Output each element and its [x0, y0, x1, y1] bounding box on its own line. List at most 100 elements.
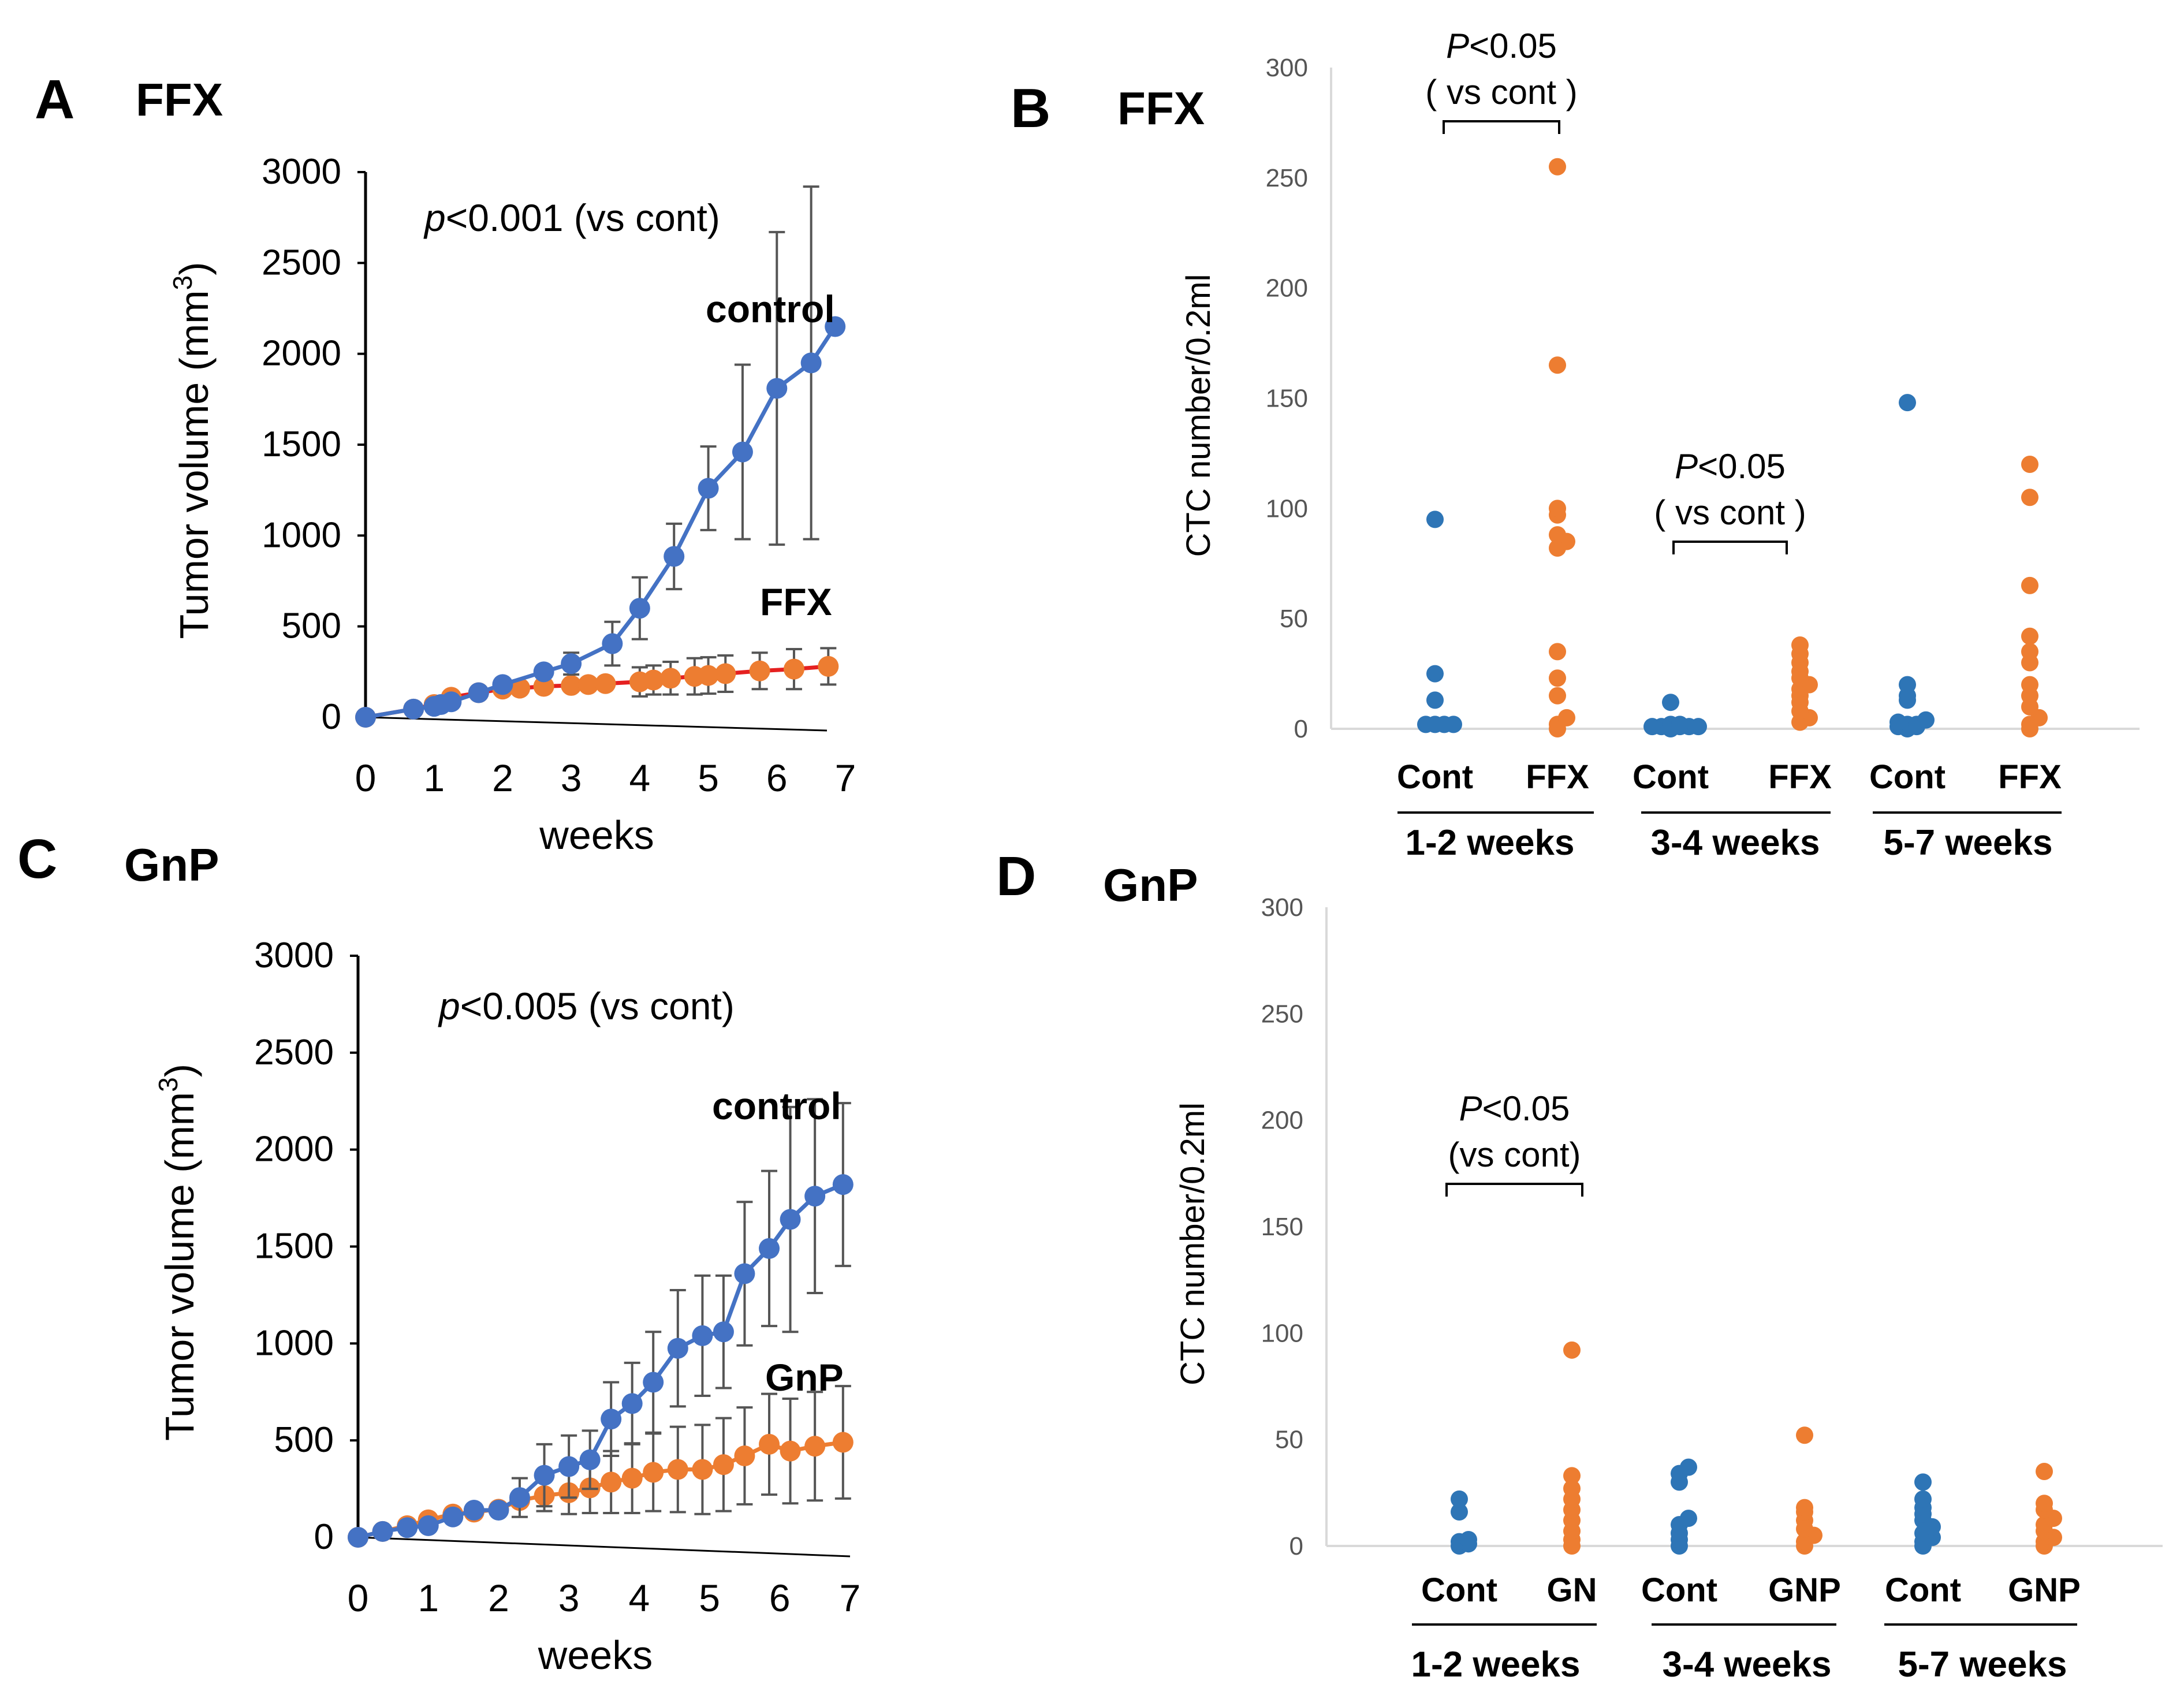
data-point	[488, 1500, 509, 1521]
data-point	[601, 1409, 622, 1430]
data-point	[1796, 1499, 1813, 1517]
x-tick-label: 5	[699, 1577, 720, 1619]
y-axis-label: CTC number/0.2ml	[1174, 1102, 1212, 1385]
data-point	[713, 1454, 734, 1476]
x-tick-label: 7	[840, 1577, 861, 1619]
data-point	[1549, 500, 1566, 517]
data-point	[1563, 1480, 1581, 1497]
series-label-control: control	[706, 288, 835, 330]
data-point	[749, 660, 770, 681]
point-group-3	[1796, 1426, 1823, 1555]
point-group-2	[1671, 1458, 1697, 1555]
data-point	[698, 665, 719, 686]
data-point	[1914, 1473, 1932, 1491]
y-axis-label: CTC number/0.2ml	[1180, 274, 1217, 557]
x-axis-label: weeks	[538, 1633, 653, 1678]
data-point	[355, 707, 376, 728]
y-axis-label-sup: 3	[153, 1077, 183, 1092]
x-tick-label: 6	[766, 757, 788, 799]
y-axis-label-main: Tumor volume (mm	[157, 1092, 202, 1441]
data-point	[783, 658, 804, 680]
series-line	[357, 1440, 844, 1540]
panel-letter: A	[35, 69, 74, 131]
series-label-GnP: GnP	[765, 1356, 844, 1399]
x-tick-label: 1	[418, 1577, 439, 1619]
data-point	[1549, 526, 1566, 544]
significance-sub: ( vs cont )	[1425, 73, 1577, 111]
data-point	[2021, 576, 2038, 594]
data-point	[2021, 676, 2038, 694]
series-control	[348, 1098, 854, 1548]
data-point	[804, 1436, 826, 1457]
data-point	[1563, 1341, 1581, 1359]
data-point	[780, 1209, 801, 1230]
data-point	[780, 1440, 801, 1462]
y-axis-label-close: )	[172, 262, 217, 275]
chart-A: A FFX 0 500 1000 1500 2000 2500 3000 0 1 2 3 4 5 6 7 week…	[35, 69, 856, 858]
data-point	[1563, 1467, 1581, 1485]
data-point	[1899, 676, 1916, 694]
category-label: Cont	[1421, 1571, 1497, 1609]
chart-C: C GnP 0 500 1000 1500 2000 2500 3000 0 1 2 3 4 5 6 7 week…	[17, 828, 860, 1678]
series-label-control: control	[712, 1085, 841, 1127]
chart-B: B FFX 0 50 100 150 200 250 300 CTC number/0.2ml Co…	[1011, 27, 2140, 863]
panel-letter: C	[17, 828, 57, 890]
significance-bracket: P<0.05 (vs cont)	[1445, 1089, 1583, 1197]
group-label: 3-4 weeks	[1663, 1645, 1832, 1685]
bracket-line	[1443, 120, 1560, 134]
significance-sub: (vs cont)	[1448, 1135, 1581, 1174]
data-point	[1451, 1490, 1468, 1508]
data-point	[629, 598, 650, 619]
category-label: GN	[1547, 1571, 1597, 1609]
data-point	[1549, 669, 1566, 687]
data-point	[643, 1462, 664, 1483]
group-label: 5-7 weeks	[1898, 1645, 2067, 1685]
data-point	[468, 682, 489, 703]
category-label: GNP	[2008, 1571, 2081, 1609]
category-label: FFX	[1998, 758, 2062, 796]
data-point	[397, 1517, 418, 1538]
y-tick-label: 100	[1266, 494, 1308, 523]
data-point	[621, 1467, 643, 1489]
data-point	[492, 674, 513, 695]
point-group-4	[1914, 1473, 1941, 1555]
significance-bracket: P<0.05 ( vs cont )	[1425, 27, 1578, 134]
significance-bracket: P<0.05 ( vs cont )	[1654, 447, 1806, 554]
y-axis-label: Tumor volume (mm3)	[167, 262, 217, 639]
category-label: Cont	[1641, 1571, 1717, 1609]
p-rest: <0.005 (vs cont)	[460, 985, 735, 1027]
data-point	[602, 633, 623, 654]
data-point	[1426, 691, 1444, 709]
p-italic: P	[1675, 447, 1698, 486]
data-point	[643, 1372, 664, 1393]
p-italic: p	[438, 985, 460, 1027]
y-tick-label: 0	[314, 1517, 334, 1557]
category-label: GNP	[1768, 1571, 1841, 1609]
x-tick-label: 7	[835, 757, 856, 799]
p-annotation: p<0.005 (vs cont)	[438, 985, 735, 1027]
data-point	[734, 1263, 755, 1284]
series-line	[357, 1182, 844, 1540]
data-point	[601, 1471, 622, 1493]
data-point	[1680, 1510, 1697, 1527]
data-point	[832, 1174, 854, 1195]
x-tick-label: 0	[355, 757, 377, 799]
data-point	[442, 1506, 464, 1527]
data-point	[1791, 636, 1809, 654]
y-tick-label: 2000	[262, 334, 341, 374]
p-rest: <0.05	[1482, 1089, 1570, 1128]
category-label: FFX	[1768, 758, 1832, 796]
p-rest: <0.05	[1469, 27, 1557, 65]
x-tick-label: 3	[558, 1577, 580, 1619]
p-rest: <0.05	[1698, 447, 1786, 486]
point-group-2	[1643, 694, 1707, 737]
y-tick-label: 2500	[254, 1033, 334, 1072]
point-group-1	[1563, 1341, 1581, 1555]
data-point	[1460, 1530, 1477, 1548]
y-tick-label: 2500	[262, 243, 341, 282]
group-label: 3-4 weeks	[1651, 823, 1820, 863]
data-point	[1549, 687, 1566, 705]
x-axis-line	[365, 716, 828, 732]
point-group-0	[1417, 511, 1462, 733]
group-label: 5-7 weeks	[1884, 823, 2053, 863]
